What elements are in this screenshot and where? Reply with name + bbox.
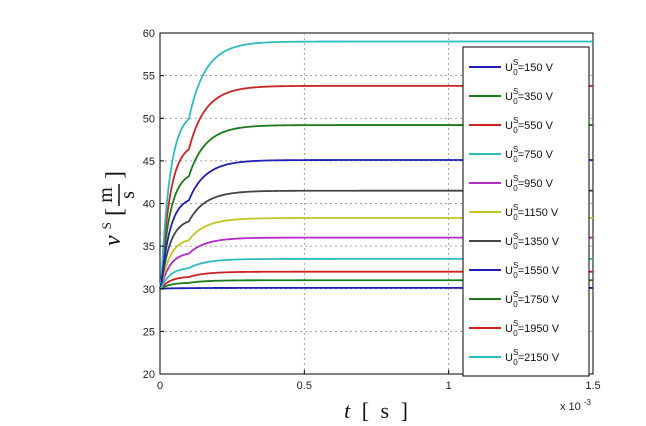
x-tick-label: 1 (446, 380, 452, 392)
axes: 0 0.5 1 1.5 20 25 30 35 40 45 50 55 60 (143, 28, 601, 392)
y-axis-unit-den: s (117, 191, 139, 199)
legend-label: US 0=750 V (505, 145, 554, 164)
legend-label: US 0=1550 V (505, 261, 560, 280)
legend-label: US 0=1950 V (505, 319, 560, 338)
y-tick-label: 25 (143, 326, 155, 338)
legend-label: US 0=550 V (505, 116, 554, 135)
y-tick-label: 30 (143, 284, 155, 296)
y-tick-label: 50 (143, 113, 155, 125)
x-multiplier-base: x 10 (560, 401, 581, 413)
y-axis-var: v S (99, 222, 126, 246)
y-tick-label: 55 (143, 71, 155, 83)
x-axis-var: t (344, 398, 351, 423)
legend: US 0=150 V US 0=350 V US 0=550 V US 0=750 V US 0=… (462, 46, 590, 377)
y-axis-label: v S [ m s ] (95, 171, 139, 246)
y-axis-bracket-open: [ (102, 208, 128, 216)
y-tick-label: 40 (143, 199, 155, 211)
legend-label: US 0=1750 V (505, 290, 560, 309)
y-tick-label: 35 (143, 241, 155, 253)
y-axis-bracket-close: ] (102, 171, 128, 179)
x-axis-bracket-close: ] (401, 398, 408, 423)
legend-label: US 0=1350 V (505, 232, 560, 251)
x-multiplier: x 10 -3 (560, 398, 592, 413)
x-multiplier-exp: -3 (584, 398, 592, 407)
legend-label: US 0=1150 V (505, 203, 559, 222)
x-axis-label: t [ s ] (344, 398, 408, 423)
legend-label: US 0=150 V (505, 58, 554, 77)
y-tick-label: 45 (143, 156, 155, 168)
x-tick-label: 0.5 (297, 380, 312, 392)
legend-label: US 0=2150 V (505, 348, 560, 367)
x-axis-bracket-open: [ (362, 398, 369, 423)
y-tick-label: 20 (143, 369, 155, 381)
series-line-4 (159, 40, 593, 289)
legend-label: US 0=350 V (505, 87, 554, 106)
legend-label: US 0=950 V (505, 174, 554, 193)
y-tick-label: 60 (143, 28, 155, 40)
x-tick-label: 1.5 (585, 380, 600, 392)
y-axis-unit-num: m (95, 187, 117, 203)
x-tick-label: 0 (157, 380, 163, 392)
x-axis-unit: s (381, 398, 390, 423)
